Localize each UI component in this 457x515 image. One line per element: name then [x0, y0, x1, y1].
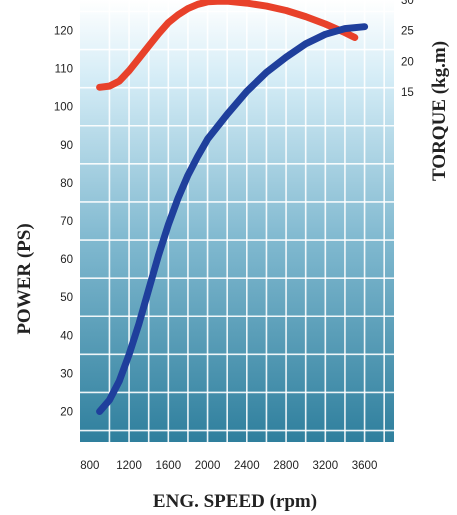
x-tick-label: 3600 [352, 460, 378, 472]
right-y-tick-label: 30 [401, 0, 414, 7]
x-tick-label: 1600 [156, 460, 182, 472]
left-y-tick-label: 20 [60, 407, 73, 419]
series-layer [96, 0, 369, 415]
right-y-tick-labels: 15 20 25 30 [401, 0, 414, 99]
right-y-axis-title: TORQUE (kg.m) [429, 41, 450, 181]
x-tick-label: 3200 [313, 460, 339, 472]
left-y-tick-label: 120 [54, 25, 73, 37]
torque-curve [96, 0, 359, 91]
power-curve [96, 23, 369, 415]
left-y-tick-label: 60 [60, 254, 73, 266]
left-y-tick-label: 100 [54, 102, 73, 114]
left-y-tick-label: 80 [60, 178, 73, 190]
left-y-tick-label: 90 [60, 140, 73, 152]
x-tick-label: 2800 [273, 460, 299, 472]
left-y-axis-title: POWER (PS) [14, 223, 35, 334]
right-y-tick-label: 15 [401, 87, 414, 99]
left-y-tick-label: 70 [60, 216, 73, 228]
grid-lines [80, 0, 394, 442]
left-y-tick-label: 30 [60, 368, 73, 380]
left-y-tick-label: 110 [55, 64, 73, 76]
x-tick-label: 2000 [195, 460, 221, 472]
plot-area [80, 0, 394, 442]
x-tick-label: 2400 [234, 460, 260, 472]
right-y-tick-label: 25 [401, 26, 414, 38]
x-tick-labels: 800 1200 1600 2000 2400 2800 3200 3600 [80, 460, 377, 472]
right-y-tick-label: 20 [401, 56, 414, 68]
left-y-tick-label: 50 [60, 292, 73, 304]
x-tick-label: 1200 [116, 460, 142, 472]
x-tick-label: 800 [80, 460, 99, 472]
left-y-tick-label: 40 [60, 330, 73, 342]
x-axis-title: ENG. SPEED (rpm) [153, 491, 317, 512]
left-y-tick-labels: 20 30 40 50 60 70 80 90 100 110 120 [54, 25, 73, 418]
